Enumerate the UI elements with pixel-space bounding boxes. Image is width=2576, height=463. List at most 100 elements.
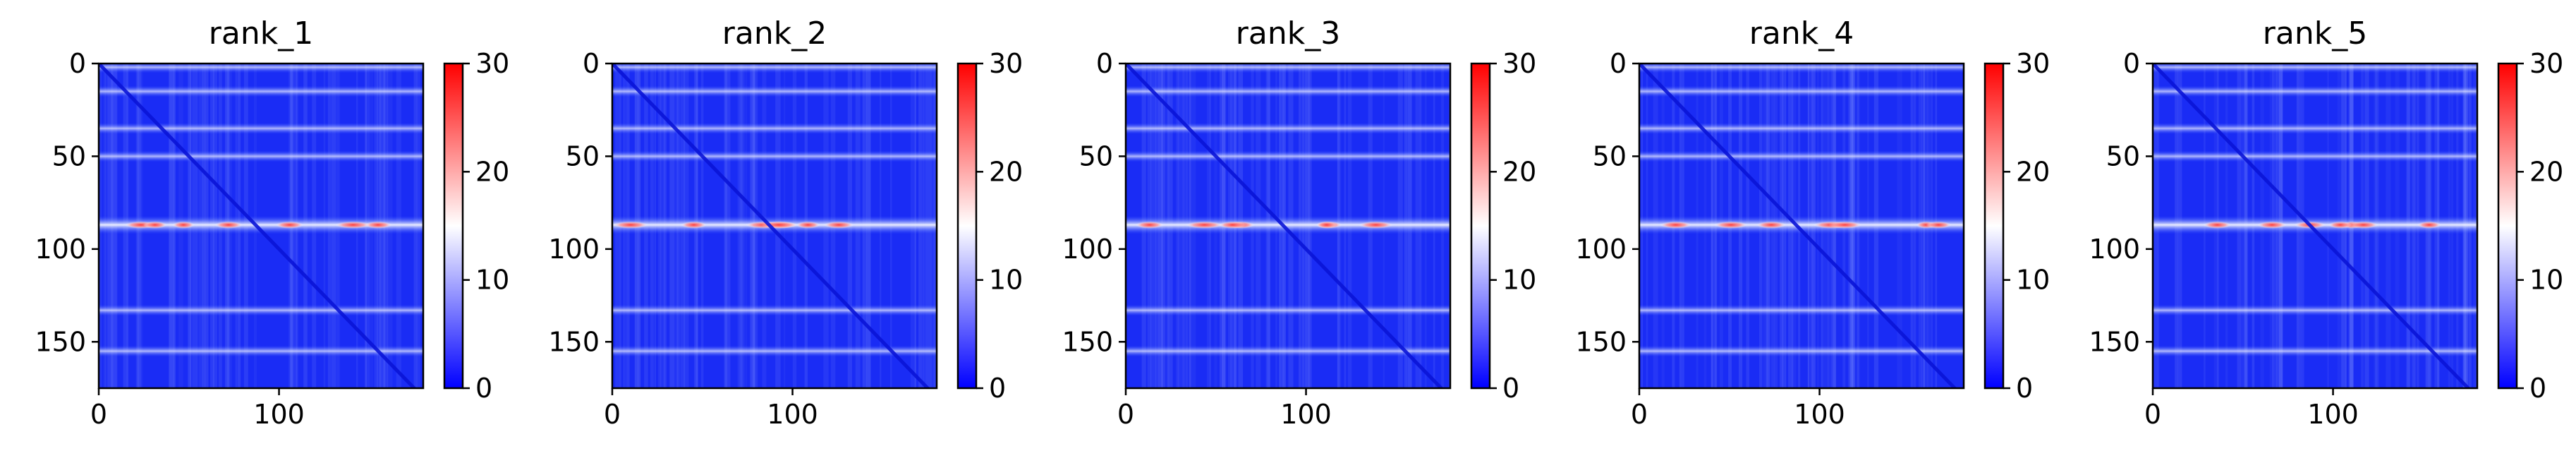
heatmap-image [1126,64,1450,388]
colorbar-gradient [444,64,463,388]
colorbar-tick-label: 10 [475,265,509,296]
bright-row-band [612,345,937,357]
colorbar: 0 10 20 30 [956,48,1023,404]
bright-row-band [1639,150,1964,162]
heatmap-panel: rank_1 0 100 0 50 100 150 0 10 20 30 [35,16,509,430]
y-tick-label: 50 [1593,140,1627,172]
y-tick-label: 0 [2123,48,2140,79]
panel-title: rank_5 [2263,16,2367,52]
bright-row-band [99,345,423,357]
colorbar-tick-label: 20 [989,156,1023,187]
colorbar-frame [1983,62,2005,390]
y-tick-label: 0 [1096,48,1113,79]
colorbar-tick-label: 20 [475,156,509,187]
colorbar: 0 10 20 30 [1470,48,1536,404]
y-tick-label: 150 [35,326,86,357]
diagonal-line [612,64,930,388]
bright-row-band [612,304,937,316]
panel-title: rank_3 [1236,16,1340,52]
x-tick-label: 100 [1794,399,1845,430]
hot-spot [364,221,392,229]
bright-row-band [1126,150,1450,162]
hot-spot [2257,221,2287,229]
hot-spot [1218,221,1246,229]
bright-row-band [99,85,423,97]
diagonal-line [1126,64,1444,388]
y-tick-label: 150 [2089,326,2140,357]
hot-spot [143,221,167,229]
diagonal-line [2153,64,2471,388]
x-tick-label: 100 [767,399,818,430]
y-tick-label: 150 [1062,326,1113,357]
colorbar-tick-label: 30 [2529,48,2563,79]
colorbar-tick-label: 30 [475,48,509,79]
hot-spot [1316,221,1337,229]
x-tick-label: 0 [90,399,107,430]
bright-row-band [1126,64,1450,73]
hot-spot [1926,221,1952,229]
y-tick-label: 50 [52,140,86,172]
colorbar-tick-label: 10 [2529,265,2563,296]
bright-row-band [2153,345,2477,357]
bright-row-band [99,64,423,73]
hot-spot [1186,221,1223,229]
colorbar-tick-label: 20 [2016,156,2050,187]
bright-row-band [1639,304,1964,316]
bright-row-band [612,123,937,134]
panel-title: rank_4 [1749,16,1854,52]
hot-spot [1828,221,1862,229]
x-tick-label: 100 [2307,399,2359,430]
colorbar-tick-label: 10 [989,265,1023,296]
colorbar-tick-label: 0 [1502,373,1519,404]
heatmap-image [612,64,937,388]
colorbar-gradient [1985,64,2003,388]
colorbar-gradient [958,64,976,388]
hot-spot [172,221,195,229]
y-tick-label: 150 [1575,326,1627,357]
x-tick-label: 0 [1631,399,1648,430]
y-tick-label: 50 [2106,140,2140,172]
bright-row-band [1126,345,1450,357]
axes-frame [611,62,938,390]
x-tick-label: 100 [253,399,305,430]
hot-spot [2417,221,2441,229]
heatmap-panel: rank_2 0 100 0 50 100 150 0 10 20 30 [548,16,1023,430]
y-tick-label: 0 [1610,48,1627,79]
y-tick-label: 0 [583,48,600,79]
y-tick-label: 100 [548,234,600,265]
bright-row-band [1639,85,1964,97]
hot-spot [1660,221,1692,229]
y-tick-label: 50 [1079,140,1113,172]
hot-spot [2203,221,2232,229]
colorbar-tick-label: 30 [1502,48,1536,79]
colorbar-gradient [1471,64,1490,388]
y-tick-label: 100 [1062,234,1113,265]
bright-row-band [612,150,937,162]
x-tick-label: 0 [2144,399,2161,430]
heatmap-panel: rank_4 0 100 0 50 100 150 0 10 20 30 [1575,16,2050,430]
colorbar-frame [1470,62,1491,390]
diagonal-line [1639,64,1957,388]
hot-spot [613,221,648,229]
colorbar: 0 10 20 30 [443,48,509,404]
colorbar: 0 10 20 30 [2497,48,2563,404]
colorbar-frame [443,62,464,390]
colorbar-tick-label: 0 [2016,373,2033,404]
hot-spot [2348,221,2378,229]
bright-row-band [612,85,937,97]
bright-row-band [2153,304,2477,316]
hot-spot [2328,221,2352,229]
bright-row-band [1126,304,1450,316]
colorbar-tick-label: 10 [1502,265,1536,296]
bright-row-band [1126,85,1450,97]
bright-row-band [1639,345,1964,357]
axes-frame [2151,62,2479,390]
hot-spot [796,221,820,229]
axes-frame [1638,62,1965,390]
colorbar-frame [2497,62,2518,390]
x-tick-label: 0 [604,399,621,430]
colorbar-tick-label: 30 [2016,48,2050,79]
colorbar-tick-label: 20 [1502,156,1536,187]
hot-spot [1714,221,1748,229]
diagonal-line [99,64,417,388]
